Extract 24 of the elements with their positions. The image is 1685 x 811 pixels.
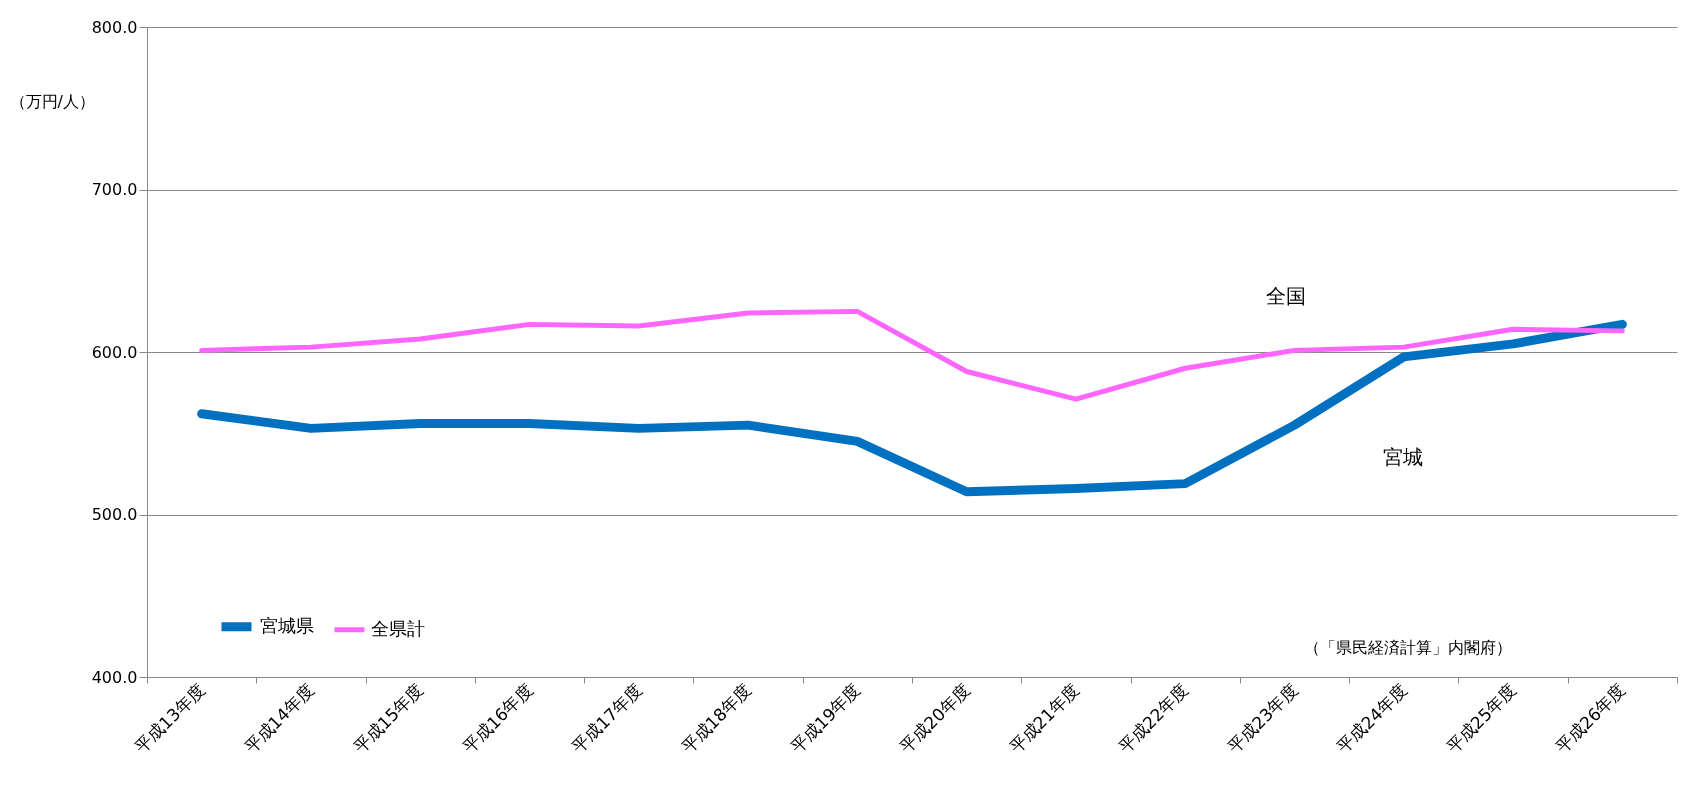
y-tick-label: 400.0 [91, 667, 138, 687]
y-tick-label: 800.0 [91, 17, 138, 37]
y-axis-title: （万円/人） [9, 91, 95, 111]
x-tick-label: 平成25年度 [1442, 679, 1520, 758]
annotation: 全国 [1266, 284, 1306, 308]
x-tick-label: 平成18年度 [677, 679, 755, 758]
x-tick-label: 平成23年度 [1223, 679, 1302, 758]
x-tick-label: 平成24年度 [1333, 679, 1411, 758]
y-tick-label: 600.0 [91, 342, 138, 362]
x-tick-label: 平成19年度 [786, 679, 865, 758]
x-tick-label: 平成14年度 [240, 679, 318, 758]
legend-label: 全県計 [371, 617, 425, 639]
x-tick-label: 平成26年度 [1551, 679, 1630, 758]
annotation: 宮城 [1383, 445, 1423, 469]
x-tick-label: 平成20年度 [895, 679, 974, 758]
x-tick-label: 平成16年度 [458, 679, 537, 758]
y-tick-label: 500.0 [91, 505, 138, 524]
x-tick-label: 平成21年度 [1005, 679, 1083, 758]
y-tick-label: 700.0 [91, 180, 138, 199]
legend-label: 宮城県 [260, 614, 314, 636]
x-tick-label: 平成22年度 [1114, 679, 1193, 758]
x-tick-label: 平成17年度 [568, 679, 646, 758]
x-tick-label: 平成15年度 [349, 679, 428, 758]
annotation: （「県民経済計算」内閣府） [1304, 638, 1512, 657]
